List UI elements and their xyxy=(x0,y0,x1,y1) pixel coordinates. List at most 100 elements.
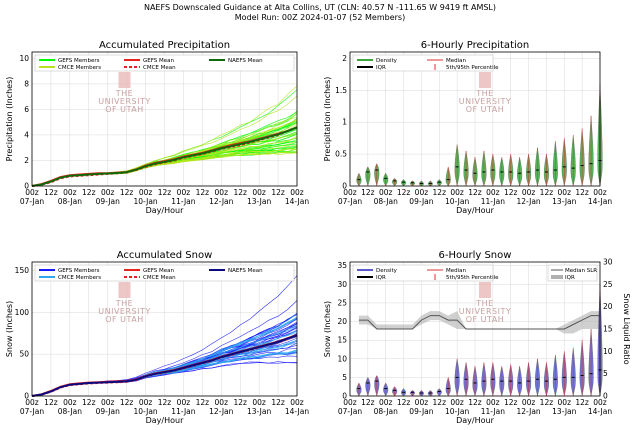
watermark-university: UNIVERSITY xyxy=(98,307,151,316)
xtick-day-label: 09-Jan xyxy=(96,197,120,206)
xtick-hour-label: 12z xyxy=(540,398,554,407)
xtick-hour-label: 00z xyxy=(101,398,115,407)
panel-accum_precip: 0 2 4 6 8 10 00z 12z 00z 12z 00z 12z 00z 12z 00z 12z 00z… xyxy=(5,40,309,215)
chart-title: Accumulated Snow xyxy=(117,250,213,261)
xtick-hour-label: 12z xyxy=(271,398,285,407)
xtick-hour-label: 12z xyxy=(158,188,172,197)
yaxis-label: Snow (Inches) xyxy=(323,301,332,357)
xtick-day-label: 13-Jan xyxy=(247,407,271,416)
xtick-hour-label: 00z xyxy=(290,398,304,407)
xtick-day-label: 09-Jan xyxy=(409,197,433,206)
xtick-hour-label: 00z xyxy=(25,398,39,407)
xaxis-label: Day/Hour xyxy=(146,416,184,425)
xtick-hour-label: 12z xyxy=(44,398,58,407)
legend-label: 5th/95th Percentile xyxy=(446,65,499,71)
xtick-hour-label: 00z xyxy=(139,398,153,407)
xtick-day-label: 12-Jan xyxy=(209,407,233,416)
chart-title: 6-Hourly Precipitation xyxy=(421,40,529,51)
legend-label: CMCE Members xyxy=(58,275,101,281)
watermark-university: UNIVERSITY xyxy=(459,307,512,316)
xtick-hour-label: 12z xyxy=(575,188,589,197)
y2tick-label: 10 xyxy=(603,347,613,356)
xtick-hour-label: 12z xyxy=(540,188,554,197)
xtick-day-label: 11-Jan xyxy=(481,197,505,206)
utah-logo-icon xyxy=(118,72,131,88)
ytick-label: 10 xyxy=(19,54,29,63)
xtick-day-label: 14-Jan xyxy=(285,197,309,206)
watermark-the: THE xyxy=(475,299,493,308)
series-line-naefs-mean xyxy=(31,126,298,187)
xtick-hour-label: 12z xyxy=(120,188,134,197)
legend-label: GEFS Mean xyxy=(143,58,175,64)
xtick-hour-label: 00z xyxy=(290,188,304,197)
xaxis-label: Day/Hour xyxy=(456,206,494,215)
xtick-day-label: 12-Jan xyxy=(516,197,540,206)
header-line2: Model Run: 00Z 2024-01-07 (52 Members) xyxy=(235,13,405,22)
watermark-of-utah: OF UTAH xyxy=(466,105,505,114)
xtick-hour-label: 12z xyxy=(575,398,589,407)
legend-label: GEFS Members xyxy=(58,58,100,64)
legend-label: IQR xyxy=(376,65,386,71)
xtick-hour-label: 00z xyxy=(486,188,500,197)
xtick-day-label: 07-Jan xyxy=(338,407,362,416)
xtick-hour-label: 00z xyxy=(139,188,153,197)
xtick-day-label: 12-Jan xyxy=(209,197,233,206)
xtick-hour-label: 00z xyxy=(63,398,77,407)
legend-label: CMCE Mean xyxy=(143,65,176,71)
watermark-of-utah: OF UTAH xyxy=(105,315,144,324)
xtick-day-label: 13-Jan xyxy=(247,197,271,206)
watermark-university: UNIVERSITY xyxy=(98,97,151,106)
legend-label: Median xyxy=(446,268,467,274)
legend-label: GEFS Members xyxy=(58,268,100,274)
xtick-day-label: 10-Jan xyxy=(445,407,469,416)
yaxis-label: Snow (Inches) xyxy=(5,301,14,357)
chart-title: 6-Hourly Snow xyxy=(439,250,512,261)
xtick-hour-label: 00z xyxy=(343,188,357,197)
ytick-label: 150 xyxy=(15,266,30,275)
ytick-label: 15 xyxy=(337,336,347,345)
xtick-hour-label: 00z xyxy=(593,398,607,407)
xtick-hour-label: 12z xyxy=(196,188,210,197)
y2axis-label: Snow Liquid Ratio xyxy=(622,293,631,364)
xtick-hour-label: 12z xyxy=(271,188,285,197)
legend-box xyxy=(34,54,295,72)
xtick-hour-label: 12z xyxy=(504,398,518,407)
xtick-hour-label: 00z xyxy=(177,188,191,197)
slr-median-line xyxy=(358,315,600,330)
ytick-label: 100 xyxy=(15,308,30,317)
xtick-hour-label: 12z xyxy=(361,398,375,407)
ytick-label: 4 xyxy=(24,130,29,139)
legend-label: IQR xyxy=(376,275,386,281)
xtick-day-label: 14-Jan xyxy=(285,407,309,416)
xtick-hour-label: 00z xyxy=(379,398,393,407)
xtick-hour-label: 00z xyxy=(252,398,266,407)
ytick-label: 0.5 xyxy=(335,150,347,159)
legend-label: NAEFS Mean xyxy=(228,268,263,274)
xtick-hour-label: 12z xyxy=(433,398,447,407)
xtick-hour-label: 12z xyxy=(196,398,210,407)
xtick-hour-label: 12z xyxy=(233,188,247,197)
xtick-day-label: 09-Jan xyxy=(96,407,120,416)
ytick-label: 2 xyxy=(24,156,29,165)
xtick-hour-label: 00z xyxy=(25,188,39,197)
xtick-day-label: 11-Jan xyxy=(171,407,195,416)
xtick-hour-label: 00z xyxy=(101,188,115,197)
xtick-day-label: 11-Jan xyxy=(171,197,195,206)
ytick-label: 25 xyxy=(337,298,347,307)
plot-frame xyxy=(349,51,601,187)
xtick-day-label: 10-Jan xyxy=(445,197,469,206)
ytick-label: 0 xyxy=(342,392,347,401)
y2tick-label: 5 xyxy=(603,369,608,378)
xtick-hour-label: 12z xyxy=(468,398,482,407)
xtick-hour-label: 00z xyxy=(343,398,357,407)
slr-iqr-band xyxy=(358,311,600,334)
xtick-hour-label: 00z xyxy=(558,398,572,407)
ytick-label: 0 xyxy=(24,392,29,401)
header-line1: NAEFS Downscaled Guidance at Alta Collin… xyxy=(144,3,496,12)
watermark-the: THE xyxy=(475,89,493,98)
